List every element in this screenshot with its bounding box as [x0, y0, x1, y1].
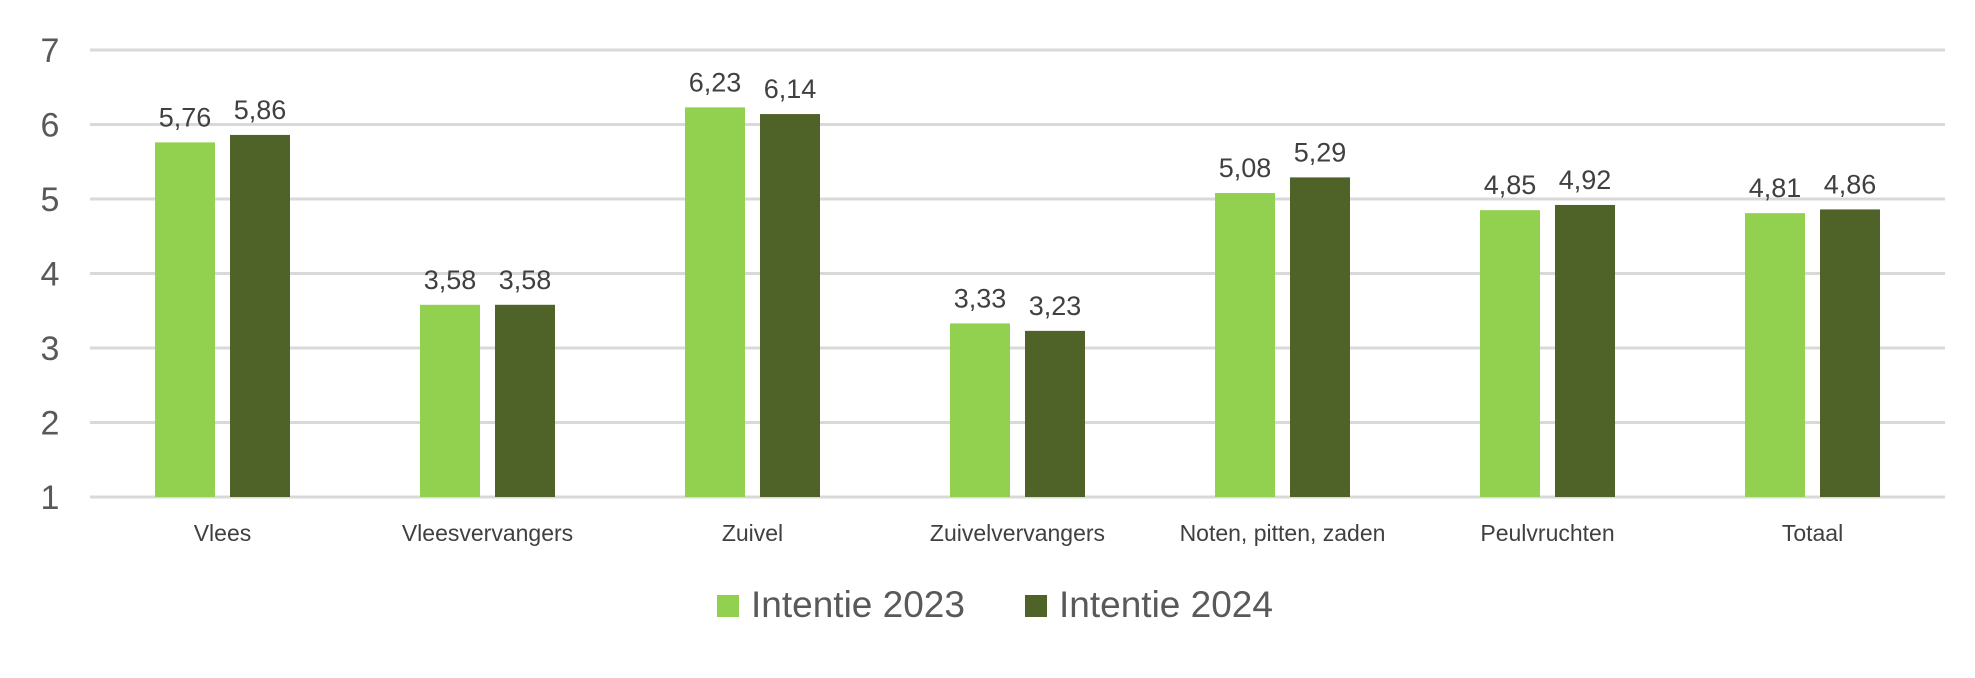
data-label: 3,23 — [1029, 291, 1082, 321]
y-tick-label: 2 — [41, 405, 60, 443]
bar-2-5 — [1290, 177, 1350, 497]
bar-1-1 — [155, 142, 215, 497]
bar-1-4 — [950, 323, 1010, 497]
y-tick-label: 7 — [41, 32, 60, 70]
x-tick-label: Peulvruchten — [1480, 520, 1614, 546]
bar-1-3 — [685, 107, 745, 498]
y-tick-label: 1 — [41, 479, 60, 517]
data-label: 3,58 — [499, 265, 552, 295]
data-label: 4,92 — [1559, 165, 1612, 195]
y-tick-label: 6 — [41, 107, 60, 145]
bar-2-2 — [495, 304, 555, 497]
bar-2-7 — [1820, 209, 1880, 497]
bar-2-6 — [1555, 204, 1615, 497]
y-tick-label: 4 — [41, 256, 60, 294]
data-label: 5,08 — [1219, 153, 1272, 183]
data-label: 6,14 — [764, 74, 817, 104]
bar-2-3 — [760, 114, 820, 497]
bar-2-4 — [1025, 330, 1085, 497]
data-label: 6,23 — [689, 67, 742, 97]
legend-swatch — [717, 595, 739, 617]
x-tick-label: Vleesvervangers — [402, 520, 573, 546]
gridlines — [90, 48, 1945, 499]
legend-swatch — [1025, 595, 1047, 617]
x-tick-label: Zuivelvervangers — [930, 520, 1105, 546]
bar-1-7 — [1745, 213, 1805, 497]
data-label: 4,81 — [1749, 173, 1802, 203]
data-label: 4,86 — [1824, 169, 1877, 199]
x-tick-label: Noten, pitten, zaden — [1180, 520, 1386, 546]
x-tick-label: Totaal — [1782, 520, 1843, 546]
data-label: 5,29 — [1294, 137, 1347, 167]
data-labels: 5,76 5,86 3,58 3,58 6,23 6,14 3,33 3,23 5,08 5,29… — [159, 67, 1877, 321]
x-tick-label: Zuivel — [722, 520, 783, 546]
y-axis-ticks: 1 2 3 4 5 6 7 — [41, 32, 60, 517]
x-tick-label: Vlees — [194, 520, 252, 546]
bar-1-5 — [1215, 193, 1275, 498]
x-axis-ticks: Vlees Vleesvervangers Zuivel Zuivelvervange… — [194, 520, 1843, 546]
data-label: 4,85 — [1484, 170, 1537, 200]
bar-1-6 — [1480, 210, 1540, 498]
legend-label: Intentie 2023 — [751, 584, 965, 625]
y-tick-label: 3 — [41, 330, 60, 368]
bar-2-1 — [230, 134, 290, 497]
data-label: 3,58 — [424, 265, 477, 295]
data-label: 5,86 — [234, 95, 287, 125]
y-tick-label: 5 — [41, 181, 60, 219]
data-label: 5,76 — [159, 102, 212, 132]
legend: Intentie 2023 Intentie 2024 — [717, 584, 1273, 625]
bar-1-2 — [420, 304, 480, 497]
legend-label: Intentie 2024 — [1059, 584, 1273, 625]
bars — [155, 107, 1880, 498]
data-label: 3,33 — [954, 283, 1007, 313]
